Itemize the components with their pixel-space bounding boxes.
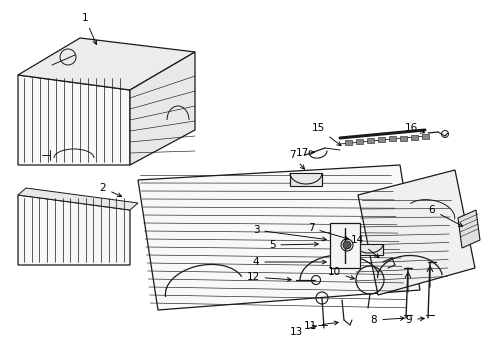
Text: 2: 2 <box>100 183 122 197</box>
Text: 17: 17 <box>295 148 314 158</box>
Bar <box>388 136 395 141</box>
Polygon shape <box>357 170 474 295</box>
Bar <box>366 138 373 143</box>
Text: 6: 6 <box>428 205 462 226</box>
Text: 9: 9 <box>405 315 424 325</box>
Circle shape <box>342 241 350 249</box>
Bar <box>399 135 406 140</box>
Polygon shape <box>18 75 130 165</box>
Bar <box>345 140 351 145</box>
Bar <box>329 223 359 268</box>
Text: 12: 12 <box>246 272 291 282</box>
Text: 10: 10 <box>327 267 354 279</box>
Bar <box>377 137 384 142</box>
Polygon shape <box>138 165 419 310</box>
Polygon shape <box>18 195 130 265</box>
Text: 11: 11 <box>303 321 338 331</box>
Text: 3: 3 <box>252 225 325 241</box>
Polygon shape <box>18 188 138 210</box>
Text: 5: 5 <box>268 240 318 250</box>
Bar <box>354 244 382 255</box>
Polygon shape <box>18 38 195 90</box>
Text: 4: 4 <box>252 257 325 267</box>
Text: 7: 7 <box>307 223 347 240</box>
Text: 16: 16 <box>404 123 424 133</box>
Text: 8: 8 <box>370 315 404 325</box>
Polygon shape <box>130 52 195 165</box>
Bar <box>410 135 417 140</box>
Text: 15: 15 <box>311 123 340 146</box>
Text: 14: 14 <box>350 235 378 258</box>
Text: 1: 1 <box>81 13 97 45</box>
Bar <box>421 134 428 139</box>
Bar <box>289 173 321 186</box>
Text: 7: 7 <box>288 150 304 169</box>
Bar <box>355 139 362 144</box>
Text: 13: 13 <box>289 325 316 337</box>
Polygon shape <box>457 210 479 248</box>
